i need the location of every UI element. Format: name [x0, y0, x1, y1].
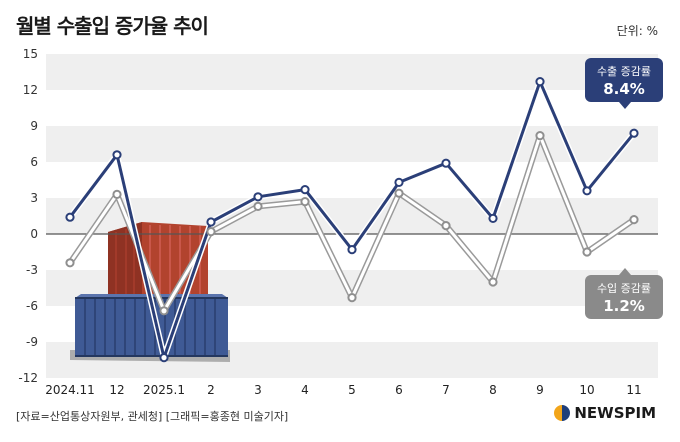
blue-container-icon [70, 294, 230, 362]
x-tick-label: 4 [301, 383, 309, 397]
y-tick-label: 3 [30, 191, 38, 205]
export-point [159, 353, 169, 363]
unit-label: 단위: % [616, 24, 658, 38]
export-point [441, 158, 451, 168]
import-point [253, 201, 263, 211]
x-tick-label: 10 [579, 383, 594, 397]
x-tick-label: 7 [442, 383, 450, 397]
import-point [347, 293, 357, 303]
import-point [441, 221, 451, 231]
x-tick-label: 2025.1 [143, 383, 185, 397]
y-tick-label: -12 [18, 371, 38, 385]
x-tick-label: 5 [348, 383, 356, 397]
x-axis-ticks: 2024.11 12 2025.1 2 3 4 5 6 7 8 9 10 11 [45, 383, 641, 397]
newspim-logo-icon [554, 405, 571, 421]
import-callout-label: 수입 증감률 [596, 282, 652, 295]
y-tick-label: -6 [26, 299, 38, 313]
y-tick-label: 9 [30, 119, 38, 133]
import-point [488, 277, 498, 287]
export-callout-value: 8.4% [603, 80, 645, 98]
export-point [347, 245, 357, 255]
x-tick-label: 6 [395, 383, 403, 397]
export-point [253, 192, 263, 202]
y-tick-label: 0 [30, 227, 38, 241]
export-point [535, 77, 545, 87]
y-axis-ticks: 15 12 9 6 3 0 -3 -6 -9 -12 [18, 47, 38, 385]
container-illustration [70, 222, 230, 362]
import-callout-value: 1.2% [603, 297, 645, 315]
import-point [159, 306, 169, 316]
x-tick-label: 12 [109, 383, 124, 397]
import-point [206, 227, 216, 237]
series-points [65, 77, 639, 363]
y-tick-label: 6 [30, 155, 38, 169]
red-container-icon [108, 222, 208, 306]
grid-band [46, 54, 658, 90]
y-tick-label: 15 [23, 47, 38, 61]
export-point [488, 213, 498, 223]
brand-logo: NEWSPIM [554, 404, 656, 422]
import-point [300, 197, 310, 207]
export-point [112, 150, 122, 160]
import-point [112, 189, 122, 199]
import-point [65, 258, 75, 268]
grid-band [46, 126, 658, 162]
y-tick-label: -9 [26, 335, 38, 349]
x-tick-label: 3 [254, 383, 262, 397]
x-tick-label: 2 [207, 383, 215, 397]
export-point [206, 217, 216, 227]
x-tick-label: 9 [536, 383, 544, 397]
brand-name: NEWSPIM [574, 404, 656, 422]
import-point [394, 188, 404, 198]
export-callout: 수출 증감률 8.4% [585, 58, 663, 109]
chart-title: 월별 수출입 증가율 추이 [16, 14, 209, 38]
import-callout: 수입 증감률 1.2% [585, 268, 663, 319]
x-tick-label: 11 [626, 383, 641, 397]
import-point [582, 247, 592, 257]
y-tick-label: -3 [26, 263, 38, 277]
export-point [394, 177, 404, 187]
x-tick-label: 2024.11 [45, 383, 95, 397]
export-point [300, 185, 310, 195]
export-point [65, 212, 75, 222]
source-note: [자료=산업통상자원부, 관세청] [그래픽=홍종현 미술기자] [16, 410, 289, 423]
y-tick-label: 12 [23, 83, 38, 97]
export-callout-label: 수출 증감률 [596, 65, 652, 78]
x-tick-label: 8 [489, 383, 497, 397]
export-point [629, 128, 639, 138]
import-point [535, 131, 545, 141]
import-point [629, 215, 639, 225]
export-point [582, 186, 592, 196]
